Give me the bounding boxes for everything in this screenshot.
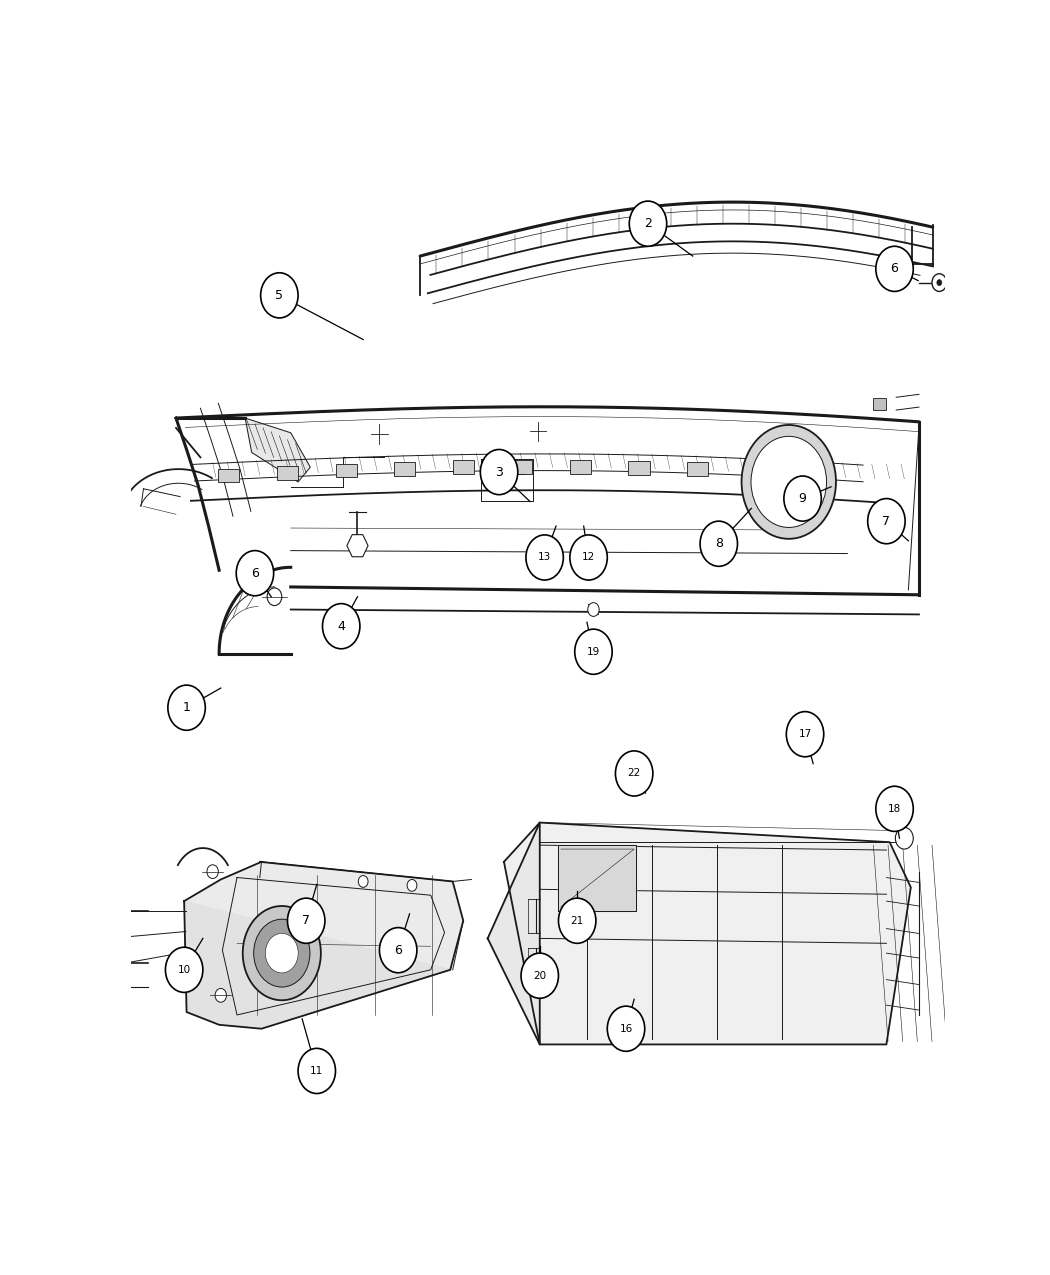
Text: 7: 7 (882, 515, 890, 528)
Circle shape (876, 246, 914, 292)
Circle shape (937, 279, 942, 286)
Bar (218, 469, 239, 482)
Circle shape (570, 536, 607, 580)
Text: 1: 1 (183, 701, 190, 714)
Circle shape (607, 1006, 645, 1052)
Circle shape (254, 919, 310, 987)
Circle shape (574, 629, 612, 674)
Bar (687, 463, 708, 477)
Text: 6: 6 (394, 944, 402, 956)
Circle shape (751, 436, 826, 528)
Text: 6: 6 (890, 263, 899, 275)
Bar (336, 464, 357, 477)
Circle shape (559, 898, 596, 944)
Polygon shape (184, 862, 463, 970)
Polygon shape (184, 901, 450, 1029)
Text: 13: 13 (538, 552, 551, 562)
Text: 10: 10 (177, 965, 191, 975)
Polygon shape (504, 822, 910, 1044)
Circle shape (896, 827, 914, 849)
Bar (453, 460, 474, 474)
Text: 18: 18 (888, 803, 901, 813)
Text: 12: 12 (582, 552, 595, 562)
Text: 21: 21 (570, 915, 584, 926)
Text: 6: 6 (251, 566, 259, 580)
Text: 8: 8 (715, 537, 722, 551)
Circle shape (215, 988, 227, 1002)
Text: 9: 9 (799, 492, 806, 505)
Polygon shape (559, 845, 635, 910)
Text: 22: 22 (628, 769, 640, 779)
Circle shape (629, 201, 667, 246)
Circle shape (786, 711, 824, 757)
Bar (570, 460, 591, 474)
Text: 3: 3 (496, 465, 503, 478)
Circle shape (267, 588, 281, 606)
Text: 7: 7 (302, 914, 310, 927)
Circle shape (588, 603, 600, 616)
Text: 5: 5 (275, 289, 284, 302)
Circle shape (260, 273, 298, 317)
Text: 16: 16 (620, 1024, 633, 1034)
Circle shape (867, 499, 905, 543)
Text: 4: 4 (337, 620, 345, 632)
Circle shape (166, 947, 203, 992)
Circle shape (207, 864, 218, 878)
Circle shape (700, 521, 737, 566)
Bar (874, 398, 886, 411)
Polygon shape (487, 822, 540, 1044)
Text: 19: 19 (587, 646, 601, 657)
Circle shape (266, 933, 298, 973)
Text: 11: 11 (310, 1066, 323, 1076)
Circle shape (379, 928, 417, 973)
Polygon shape (246, 418, 311, 482)
Circle shape (236, 551, 274, 595)
Text: 17: 17 (798, 729, 812, 740)
Text: 2: 2 (644, 217, 652, 231)
Bar (746, 465, 766, 478)
Circle shape (407, 880, 417, 891)
Circle shape (521, 954, 559, 998)
Circle shape (243, 907, 321, 1001)
Circle shape (288, 898, 324, 944)
Circle shape (358, 876, 369, 887)
Text: 20: 20 (533, 970, 546, 980)
Circle shape (526, 536, 564, 580)
Bar (511, 460, 532, 473)
Circle shape (932, 274, 947, 292)
Circle shape (480, 450, 518, 495)
Circle shape (876, 787, 914, 831)
Bar (277, 467, 298, 479)
Bar (804, 468, 825, 482)
Circle shape (741, 425, 836, 539)
Bar (629, 460, 650, 474)
Circle shape (784, 476, 821, 521)
Bar (394, 462, 415, 476)
Circle shape (298, 1048, 336, 1094)
Circle shape (168, 685, 206, 731)
Circle shape (615, 751, 653, 796)
Circle shape (322, 603, 360, 649)
